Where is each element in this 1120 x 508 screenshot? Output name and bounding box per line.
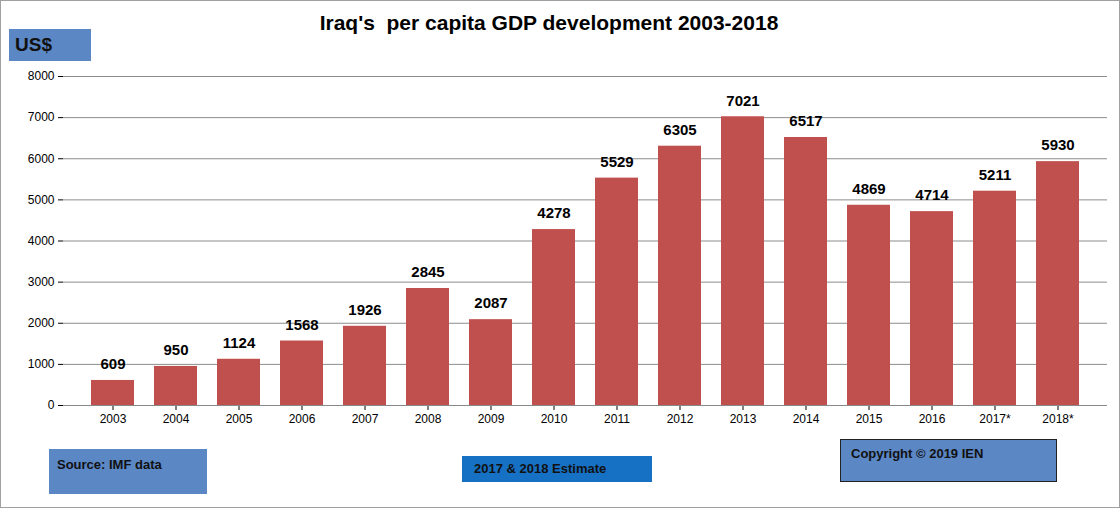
html-text:Source: IMF data: Source: IMF data xyxy=(57,457,162,472)
svg-text:2007: 2007 xyxy=(352,412,379,426)
svg-text:5529: 5529 xyxy=(600,153,633,170)
svg-text:950: 950 xyxy=(163,341,188,358)
svg-text:4869: 4869 xyxy=(852,180,885,197)
svg-text:0: 0 xyxy=(48,398,55,412)
html-text:US$: US$ xyxy=(15,34,52,55)
html-text:Iraq's per capita GDP developm: Iraq's per capita GDP development 2003-2… xyxy=(319,11,779,34)
svg-text:4714: 4714 xyxy=(915,186,949,203)
svg-text:2016: 2016 xyxy=(919,412,946,426)
svg-text:5211: 5211 xyxy=(979,166,1012,183)
svg-text:2011: 2011 xyxy=(604,412,630,426)
svg-text:2006: 2006 xyxy=(289,412,316,426)
svg-text:2087: 2087 xyxy=(474,294,507,311)
svg-text:2000: 2000 xyxy=(28,316,55,330)
svg-text:1568: 1568 xyxy=(285,316,318,333)
svg-text:6305: 6305 xyxy=(663,121,696,138)
svg-text:2005: 2005 xyxy=(226,412,253,426)
html-text:Copyright © 2019 IEN: Copyright © 2019 IEN xyxy=(851,446,984,461)
svg-text:2012: 2012 xyxy=(667,412,694,426)
svg-text:2018*: 2018* xyxy=(1042,412,1074,426)
svg-text:5930: 5930 xyxy=(1041,136,1074,153)
svg-text:7021: 7021 xyxy=(726,92,759,109)
svg-text:6000: 6000 xyxy=(28,152,55,166)
svg-text:2014: 2014 xyxy=(793,412,820,426)
svg-text:4278: 4278 xyxy=(537,204,570,221)
svg-text:2008: 2008 xyxy=(415,412,442,426)
svg-text:2004: 2004 xyxy=(163,412,190,426)
svg-text:1124: 1124 xyxy=(223,334,256,351)
svg-text:7000: 7000 xyxy=(28,110,55,124)
svg-text:1926: 1926 xyxy=(348,301,381,318)
svg-text:4000: 4000 xyxy=(28,234,55,248)
svg-text:609: 609 xyxy=(100,355,125,372)
svg-text:2009: 2009 xyxy=(478,412,505,426)
svg-text:2015: 2015 xyxy=(856,412,883,426)
svg-text:2013: 2013 xyxy=(730,412,757,426)
html-text:2017 & 2018 Estimate: 2017 & 2018 Estimate xyxy=(474,461,607,476)
svg-text:1000: 1000 xyxy=(28,357,55,371)
svg-text:2845: 2845 xyxy=(411,263,444,280)
svg-text:3000: 3000 xyxy=(28,275,55,289)
svg-text:5000: 5000 xyxy=(28,193,55,207)
svg-text:2017*: 2017* xyxy=(979,412,1011,426)
svg-text:2010: 2010 xyxy=(541,412,568,426)
svg-text:2003: 2003 xyxy=(100,412,127,426)
svg-text:6517: 6517 xyxy=(789,112,822,129)
svg-text:8000: 8000 xyxy=(28,69,55,83)
